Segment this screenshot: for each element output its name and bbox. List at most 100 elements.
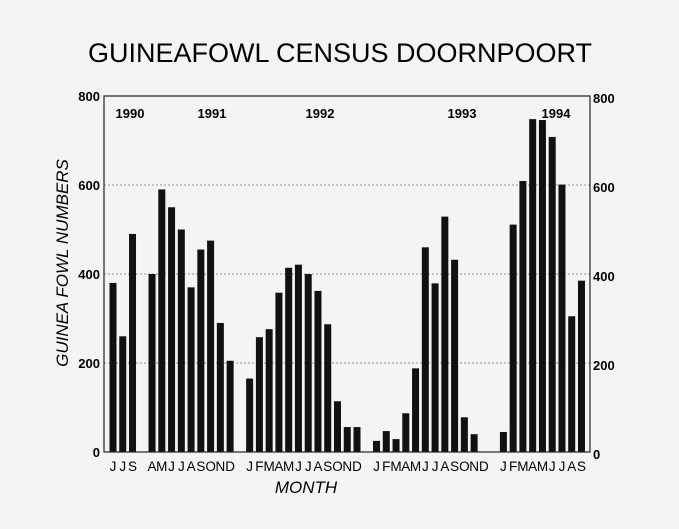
bar: [441, 216, 449, 452]
bar: [246, 378, 254, 452]
right-tick-label: 200: [593, 358, 615, 373]
bar: [548, 136, 556, 452]
month-label: J: [422, 459, 429, 474]
bar: [285, 267, 293, 452]
right-tick-label: 400: [593, 269, 615, 284]
bar: [382, 431, 390, 452]
month-label: J: [110, 459, 117, 474]
month-label: J: [178, 459, 185, 474]
left-tick-label: 600: [78, 178, 100, 193]
gridlines: [104, 184, 590, 364]
bar: [109, 282, 117, 452]
month-label: M: [283, 459, 294, 474]
bar: [421, 247, 429, 452]
month-label: A: [401, 459, 410, 474]
month-label: M: [410, 459, 421, 474]
month-label: S: [196, 459, 205, 474]
bar: [460, 417, 468, 452]
bar: [148, 274, 156, 452]
bar: [470, 434, 478, 452]
month-label: M: [517, 459, 528, 474]
bar: [568, 316, 576, 452]
bar: [333, 401, 341, 452]
month-label: A: [440, 459, 449, 474]
left-tick-label: 200: [78, 356, 100, 371]
bar: [187, 287, 195, 452]
bar: [577, 280, 585, 452]
bar: [119, 336, 127, 452]
bar: [538, 120, 546, 452]
month-label: M: [390, 459, 401, 474]
month-label: S: [128, 459, 137, 474]
bar: [392, 439, 400, 452]
month-label: A: [274, 459, 283, 474]
bar: [324, 324, 332, 452]
year-label: 1991: [198, 106, 227, 121]
month-label: D: [225, 459, 235, 474]
month-label: F: [255, 459, 263, 474]
bar: [265, 329, 273, 452]
month-label: M: [537, 459, 548, 474]
month-label: J: [559, 459, 566, 474]
year-label: 1992: [306, 106, 335, 121]
month-label: F: [509, 459, 517, 474]
month-label: D: [352, 459, 362, 474]
month-label: J: [305, 459, 312, 474]
chart-title: GUINEAFOWL CENSUS DOORNPOORT: [88, 38, 592, 68]
bar: [129, 233, 137, 452]
month-label: S: [450, 459, 459, 474]
month-label: N: [469, 459, 479, 474]
bar: [519, 180, 527, 452]
bar: [412, 368, 420, 452]
left-tick-label: 400: [78, 267, 100, 282]
year-label: 1990: [116, 106, 145, 121]
bar: [275, 292, 283, 452]
month-label: J: [432, 459, 439, 474]
bar: [353, 427, 361, 452]
year-label: 1994: [542, 106, 572, 121]
bar: [343, 427, 351, 452]
month-label: J: [119, 459, 126, 474]
month-label: O: [332, 459, 343, 474]
bar: [255, 337, 263, 452]
month-label: M: [156, 459, 167, 474]
bar: [197, 249, 205, 452]
month-label: S: [577, 459, 586, 474]
month-label: J: [373, 459, 380, 474]
month-label: M: [264, 459, 275, 474]
left-tick-label: 800: [78, 89, 100, 104]
right-tick-label: 0: [593, 447, 600, 462]
bar: [294, 264, 302, 452]
month-label: A: [528, 459, 537, 474]
month-label: J: [168, 459, 175, 474]
bar: [226, 360, 234, 452]
left-tick-label: 0: [93, 445, 100, 460]
bar: [373, 440, 381, 452]
bar: [431, 283, 439, 452]
bar: [304, 274, 312, 452]
month-label: O: [459, 459, 470, 474]
bar: [216, 322, 224, 452]
bar: [558, 184, 566, 452]
bars: [109, 119, 585, 452]
bar: [207, 240, 215, 452]
month-label: A: [187, 459, 196, 474]
bar: [499, 431, 507, 452]
y-axis-label: GUINEA FOWL NUMBERS: [53, 158, 72, 366]
month-label: D: [479, 459, 489, 474]
bar: [158, 189, 166, 452]
plot-frame: [103, 95, 591, 453]
month-label: J: [549, 459, 556, 474]
bar: [509, 224, 517, 452]
bar: [177, 229, 185, 452]
year-label: 1993: [448, 106, 477, 121]
month-label: N: [342, 459, 352, 474]
bar: [314, 290, 322, 452]
right-tick-label: 600: [593, 180, 615, 195]
bar: [168, 207, 176, 452]
month-label: F: [382, 459, 390, 474]
bar: [451, 259, 459, 452]
month-label: N: [215, 459, 225, 474]
